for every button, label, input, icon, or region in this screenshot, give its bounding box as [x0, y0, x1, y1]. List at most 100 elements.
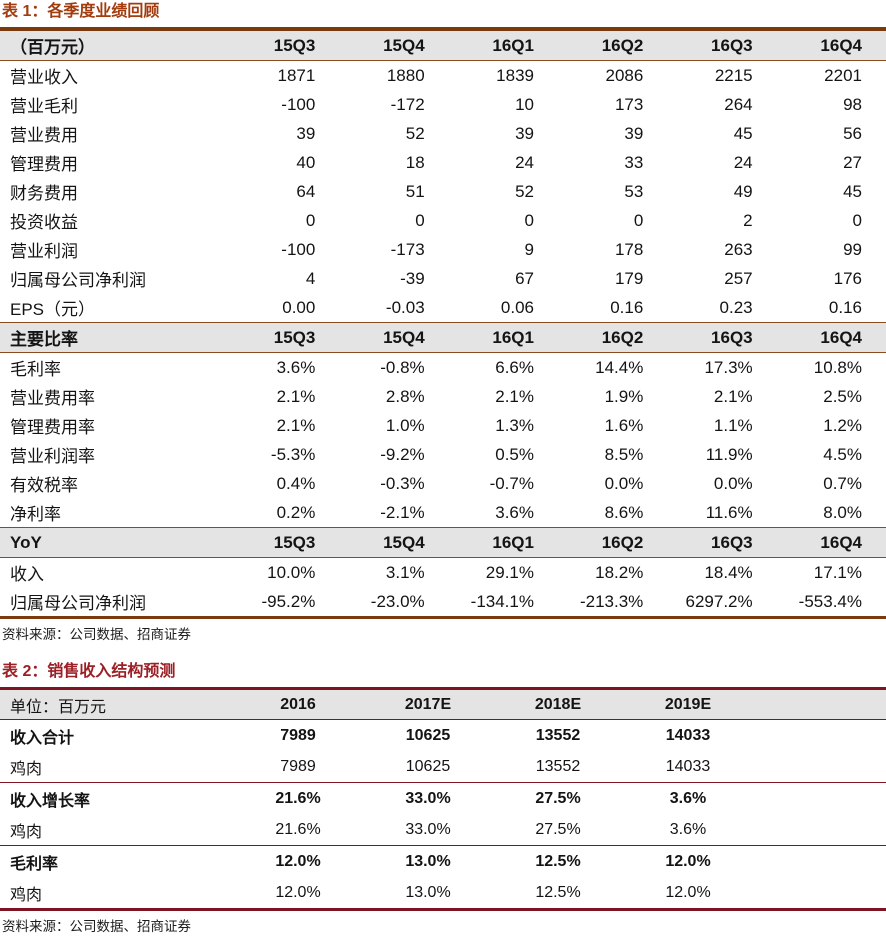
table-row: 营业费用率 2.1% 2.8% 2.1% 1.9% 2.1% 2.5%	[0, 382, 886, 411]
cell-value: 52	[515, 181, 534, 201]
cell-value: 2201	[824, 65, 862, 85]
cell-value: -134.1%	[470, 591, 534, 611]
table-row: 毛利率 3.6% -0.8% 6.6% 14.4% 17.3% 10.8%	[0, 353, 886, 383]
table-row: 归属母公司净利润 4 -39 67 179 257 176	[0, 264, 886, 293]
cell-value: 53	[624, 181, 644, 201]
cell-value: 0.2%	[276, 502, 316, 522]
cell-value: 7989	[280, 757, 316, 775]
cell-value: 12.5%	[535, 883, 581, 901]
table1-title: 表 1：各季度业绩回顾	[2, 3, 160, 20]
cell-value: -0.8%	[380, 357, 425, 377]
cell-value: 27.5%	[493, 782, 623, 814]
cell-value: 14033	[665, 726, 711, 744]
column-header: 15Q4	[339, 322, 449, 353]
section-header-row: 单位：百万元 2016 2017E 2018E 2019E	[0, 688, 886, 720]
cell-value: 21.6%	[275, 820, 321, 838]
cell-value: 51	[405, 181, 425, 201]
row-label: 归属母公司净利润	[10, 594, 146, 613]
cell-value: 0	[852, 210, 862, 230]
cell-value: 263	[724, 239, 753, 259]
column-header: 16Q2	[557, 322, 668, 353]
column-header: 16Q1	[448, 29, 558, 61]
cell-value: 17.1%	[813, 562, 862, 582]
cell-value: 10625	[405, 757, 451, 775]
table1-quarterly-review: （百万元） 15Q3 15Q4 16Q1 16Q2 16Q3 16Q4 营业收入 1871 188…	[0, 27, 886, 619]
cell-value: 8.0%	[823, 502, 862, 522]
cell-value: -0.03	[385, 297, 425, 317]
column-header: 16Q4	[776, 322, 886, 353]
cell-value: 13.0%	[405, 883, 451, 901]
table-row: 毛利率 12.0% 13.0% 12.5% 12.0%	[0, 845, 886, 877]
cell-value: 0.00	[282, 297, 316, 317]
cell-value: 7989	[280, 726, 316, 744]
table-row: 管理费用率 2.1% 1.0% 1.3% 1.6% 1.1% 1.2%	[0, 411, 886, 440]
section-header-row: 主要比率 15Q3 15Q4 16Q1 16Q2 16Q3 16Q4	[0, 322, 886, 353]
column-header: 2016	[233, 688, 363, 720]
cell-value: 9	[524, 239, 534, 259]
table-row: 营业毛利 -100 -172 10 173 264 98	[0, 90, 886, 119]
cell-value: -213.3%	[579, 591, 644, 611]
row-label: 管理费用	[10, 155, 78, 174]
row-label: 营业利润率	[10, 447, 95, 466]
cell-value: -2.1%	[380, 502, 425, 522]
table-row: 收入 10.0% 3.1% 29.1% 18.2% 18.4% 17.1%	[0, 558, 886, 588]
cell-value: 18.2%	[595, 562, 644, 582]
cell-value: 49	[733, 181, 753, 201]
filler-cell	[753, 814, 886, 846]
cell-value: 2.1%	[276, 415, 316, 435]
cell-value: 178	[614, 239, 644, 259]
cell-value: 10.8%	[813, 357, 862, 377]
table-row: 鸡肉 7989 10625 13552 14033	[0, 751, 886, 783]
cell-value: 13552	[535, 726, 581, 744]
cell-value: 1.6%	[604, 415, 644, 435]
table-row: 收入增长率 21.6% 33.0% 27.5% 3.6%	[0, 782, 886, 814]
cell-value: -5.3%	[270, 444, 316, 464]
table-row: 鸡肉 21.6% 33.0% 27.5% 3.6%	[0, 814, 886, 846]
table1-source-note: 资料来源：公司数据、招商证券	[2, 627, 191, 642]
cell-value: 1.9%	[604, 386, 644, 406]
row-label: EPS（元）	[10, 300, 96, 319]
row-label: 鸡肉	[10, 823, 43, 841]
cell-value: 2.1%	[276, 386, 316, 406]
cell-value: 2	[743, 210, 753, 230]
cell-value: 98	[843, 94, 862, 114]
cell-value: 0.06	[500, 297, 534, 317]
cell-value: 11.6%	[705, 502, 753, 522]
section-header-row: （百万元） 15Q3 15Q4 16Q1 16Q2 16Q3 16Q4	[0, 29, 886, 61]
table-row: EPS（元） 0.00 -0.03 0.06 0.16 0.23 0.16	[0, 293, 886, 323]
filler-cell	[753, 845, 886, 877]
cell-value: 2.1%	[495, 386, 534, 406]
cell-value: 1.3%	[495, 415, 534, 435]
table1-body: （百万元） 15Q3 15Q4 16Q1 16Q2 16Q3 16Q4 营业收入 1871 188…	[0, 29, 886, 618]
column-header: 2017E	[363, 688, 493, 720]
filler-cell	[753, 782, 886, 814]
table-row: 财务费用 64 51 52 53 49 45	[0, 177, 886, 206]
cell-value: 6297.2%	[685, 591, 753, 611]
cell-value: 3.1%	[385, 562, 425, 582]
cell-value: 1.2%	[823, 415, 862, 435]
cell-value: -100	[281, 94, 316, 114]
cell-value: 8.6%	[604, 502, 644, 522]
cell-value: 17.3%	[704, 357, 753, 377]
row-label: 营业费用	[10, 126, 78, 145]
cell-value: 2.8%	[385, 386, 425, 406]
column-header: 16Q2	[557, 29, 668, 61]
cell-value: 0.7%	[823, 473, 862, 493]
column-header: 2018E	[493, 688, 623, 720]
table-row: 营业收入 1871 1880 1839 2086 2215 2201	[0, 61, 886, 91]
table-row: 管理费用 40 18 24 33 24 27	[0, 148, 886, 177]
cell-value: 64	[296, 181, 316, 201]
row-label: 鸡肉	[10, 886, 43, 904]
cell-value: 45	[733, 123, 753, 143]
cell-value: 6.6%	[495, 357, 534, 377]
cell-value: 0.16	[610, 297, 644, 317]
filler-cell	[753, 877, 886, 910]
cell-value: 1.0%	[385, 415, 425, 435]
cell-value: 56	[843, 123, 862, 143]
cell-value: 257	[724, 268, 753, 288]
cell-value: 0	[415, 210, 425, 230]
cell-value: 27	[843, 152, 862, 172]
column-header: 16Q4	[776, 527, 886, 558]
table2-body: 单位：百万元 2016 2017E 2018E 2019E 收入合计 7989 10625 13…	[0, 688, 886, 910]
row-label: 鸡肉	[10, 760, 43, 778]
